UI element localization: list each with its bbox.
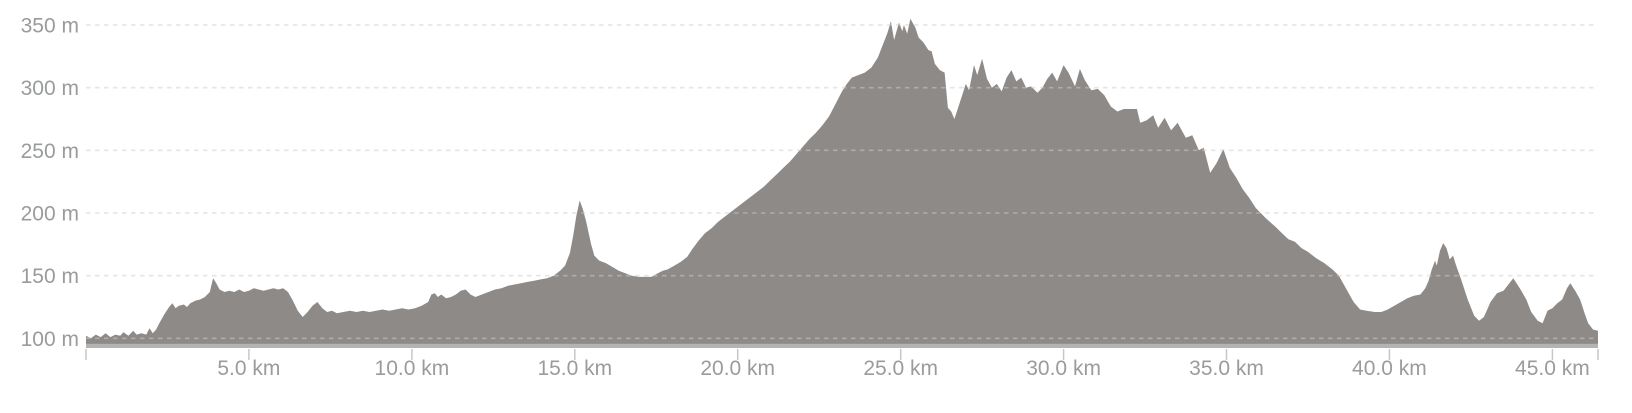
y-tick-label: 200 m xyxy=(21,203,79,226)
x-tick-label: 5.0 km xyxy=(217,357,280,380)
x-tick-label: 35.0 km xyxy=(1189,357,1264,380)
y-tick-label: 100 m xyxy=(21,328,79,351)
y-tick-label: 350 m xyxy=(21,15,79,38)
y-axis-labels: 350 m 300 m 250 m 200 m 150 m 100 m xyxy=(21,15,79,351)
x-tick-label: 30.0 km xyxy=(1026,357,1101,380)
x-axis-line xyxy=(86,343,1598,348)
x-tick-label: 45.0 km xyxy=(1515,357,1590,380)
x-axis-labels: 5.0 km 10.0 km 15.0 km 20.0 km 25.0 km 30.0 k… xyxy=(217,357,1589,380)
gridlines-over xyxy=(86,24,1598,340)
x-tick-label: 10.0 km xyxy=(375,357,450,380)
x-tick-label: 15.0 km xyxy=(537,357,612,380)
series-group xyxy=(86,18,1598,348)
y-tick-label: 250 m xyxy=(21,140,79,163)
y-tick-label: 300 m xyxy=(21,77,79,100)
x-tick-label: 40.0 km xyxy=(1352,357,1427,380)
elevation-area-series[interactable] xyxy=(86,18,1598,348)
x-axis xyxy=(85,343,1599,360)
x-tick-label: 25.0 km xyxy=(863,357,938,380)
x-tick-label: 20.0 km xyxy=(700,357,775,380)
y-tick-label: 150 m xyxy=(21,265,79,288)
